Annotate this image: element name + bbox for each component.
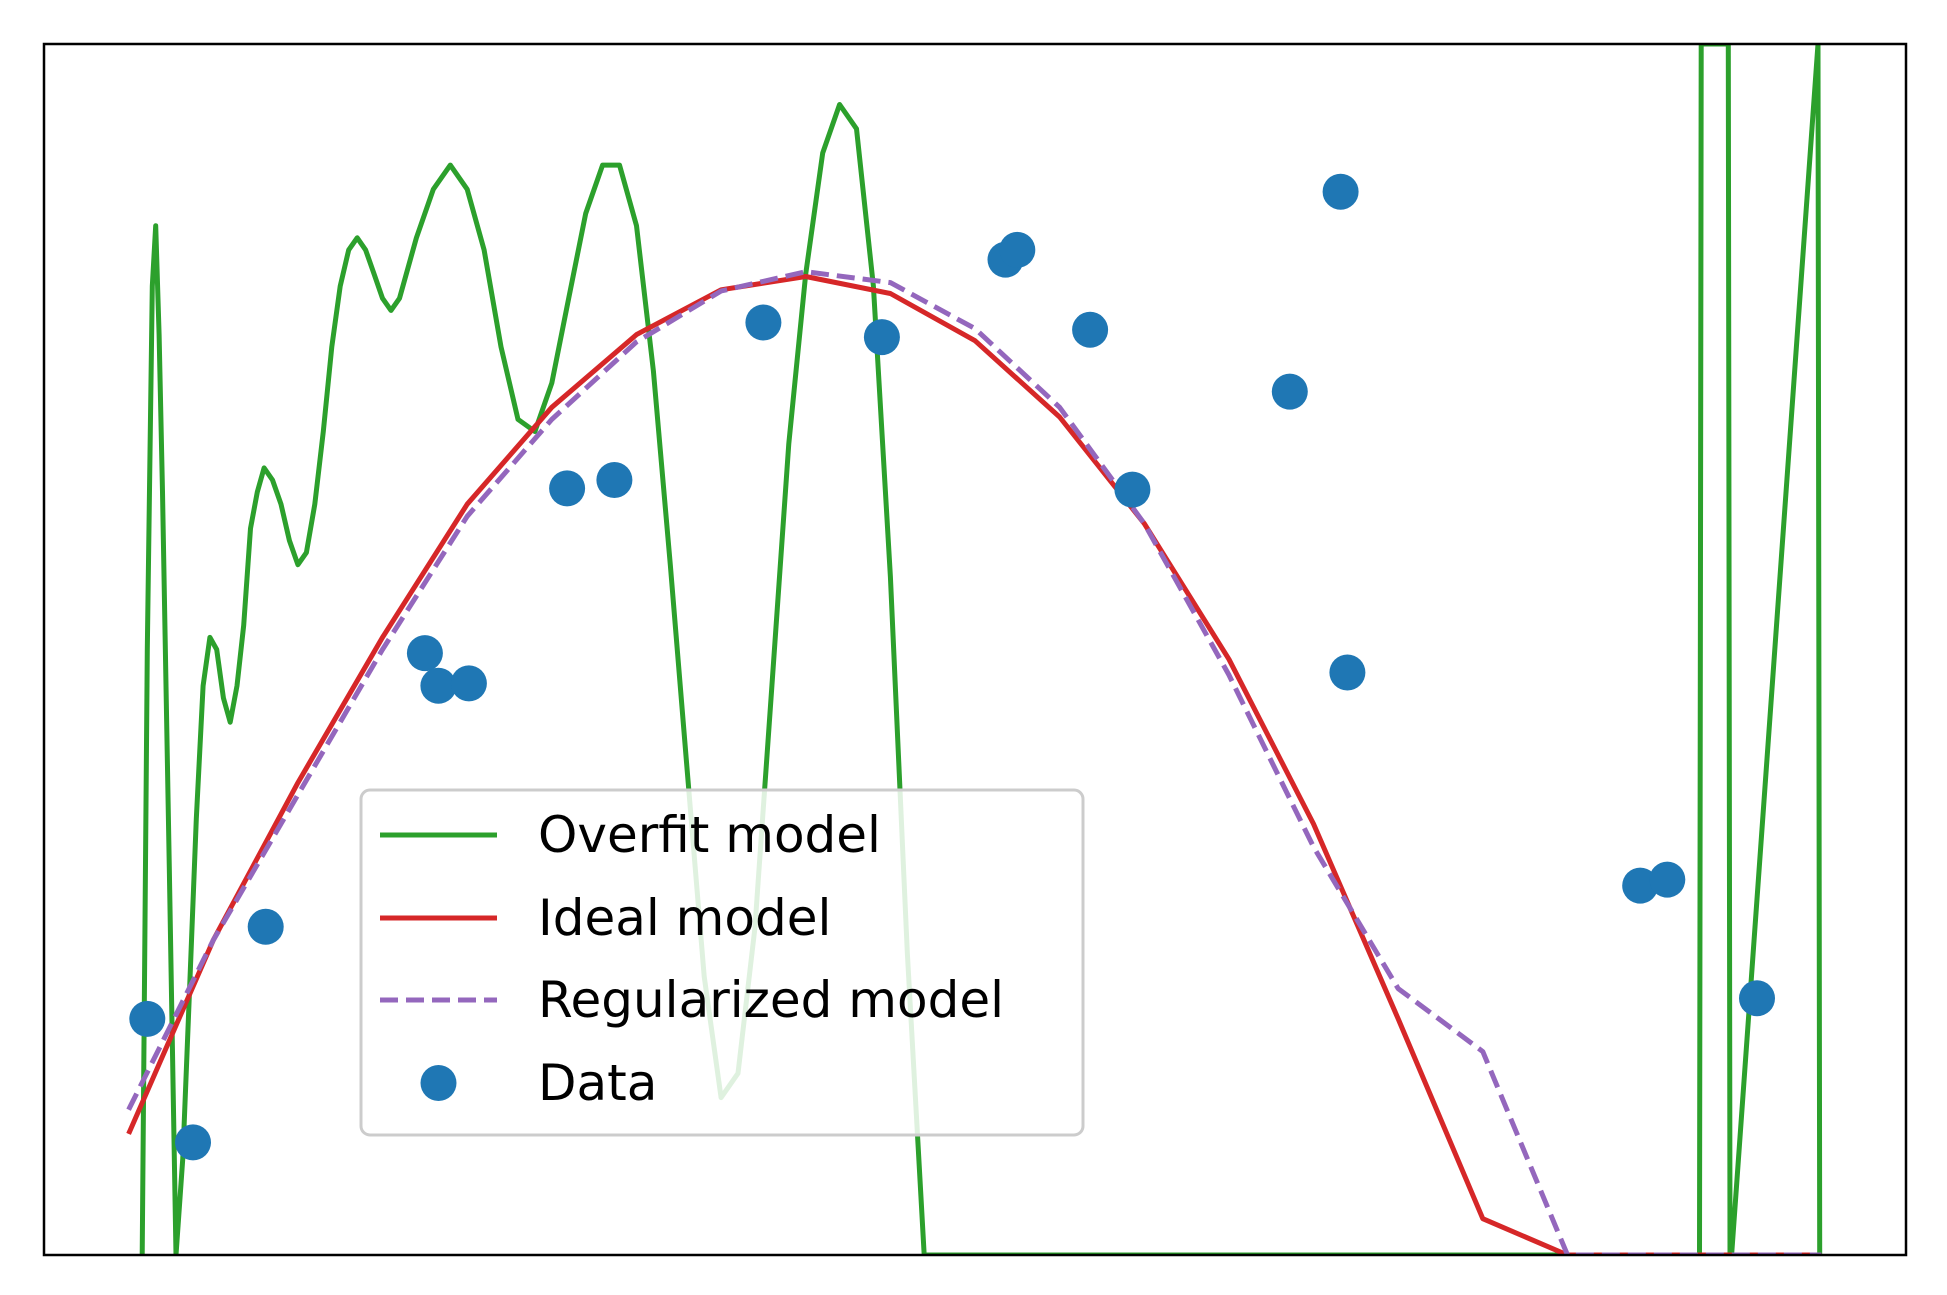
legend-box	[359, 788, 1085, 1137]
legend-marker	[420, 1065, 457, 1101]
data-point	[1322, 173, 1359, 210]
data-point	[129, 1000, 166, 1037]
data-point	[420, 667, 457, 704]
data-point	[1072, 311, 1109, 348]
data-point	[450, 665, 487, 702]
data-point	[1649, 861, 1686, 898]
data-point	[406, 635, 443, 672]
legend-label: Data	[538, 1054, 657, 1112]
data-point	[549, 470, 586, 507]
data-point	[999, 231, 1036, 268]
series-line-3	[126, 269, 1822, 1255]
data-point	[247, 908, 284, 945]
data-point	[1329, 654, 1366, 691]
data-point	[1739, 980, 1775, 1017]
axes-frame	[42, 42, 1908, 1257]
data-point	[596, 462, 633, 498]
data-point	[745, 304, 782, 341]
data-point	[1622, 867, 1659, 904]
legend-label: Regularized model	[538, 971, 1004, 1029]
data-point	[863, 319, 900, 356]
plot-area	[126, 44, 1823, 1255]
series-line-1	[139, 44, 1823, 1255]
data-point	[1271, 373, 1308, 410]
series-line-2	[126, 274, 1822, 1255]
legend: Overfit model Ideal model Regularized mode…	[359, 788, 1085, 1137]
legend-label: Ideal model	[538, 889, 831, 947]
data-point	[1114, 471, 1151, 508]
legend-label: Overfit model	[538, 806, 881, 864]
data-point	[175, 1124, 211, 1161]
